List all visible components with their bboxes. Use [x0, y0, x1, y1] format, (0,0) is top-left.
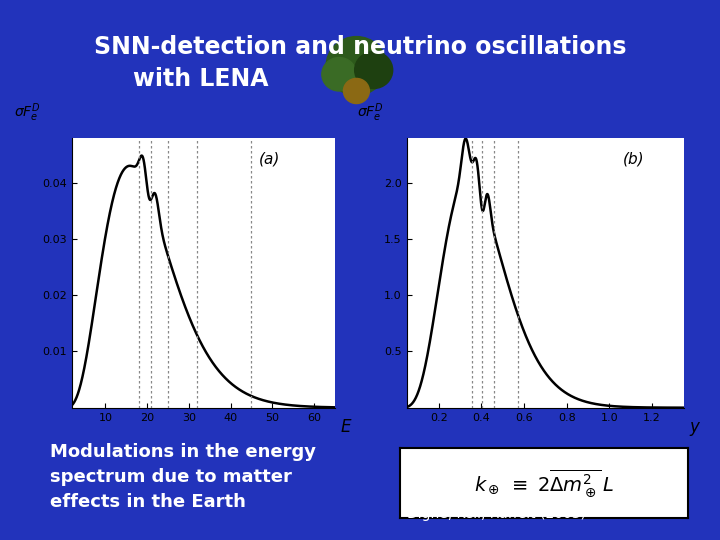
Text: $k_\oplus \; \equiv \; 2\overline{\Delta m^2_\oplus} \, L$: $k_\oplus \; \equiv \; 2\overline{\Delta… [474, 467, 613, 500]
Text: y: y [690, 418, 699, 436]
Text: (a): (a) [258, 151, 280, 166]
Text: Modulations in the energy
spectrum due to matter
effects in the Earth: Modulations in the energy spectrum due t… [50, 443, 316, 511]
Text: E: E [340, 418, 351, 436]
Circle shape [355, 52, 392, 89]
Circle shape [326, 37, 387, 95]
Text: $\sigma F_e^D$: $\sigma F_e^D$ [357, 102, 384, 124]
Text: with LENA: with LENA [133, 68, 269, 91]
Text: Dighe, Keil, Raffelt (2003): Dighe, Keil, Raffelt (2003) [407, 507, 585, 521]
Circle shape [343, 78, 369, 104]
Circle shape [322, 57, 356, 91]
Text: $\sigma F_e^D$: $\sigma F_e^D$ [14, 102, 41, 124]
Text: SNN-detection and neutrino oscillations: SNN-detection and neutrino oscillations [94, 35, 626, 59]
Text: (b): (b) [624, 151, 645, 166]
